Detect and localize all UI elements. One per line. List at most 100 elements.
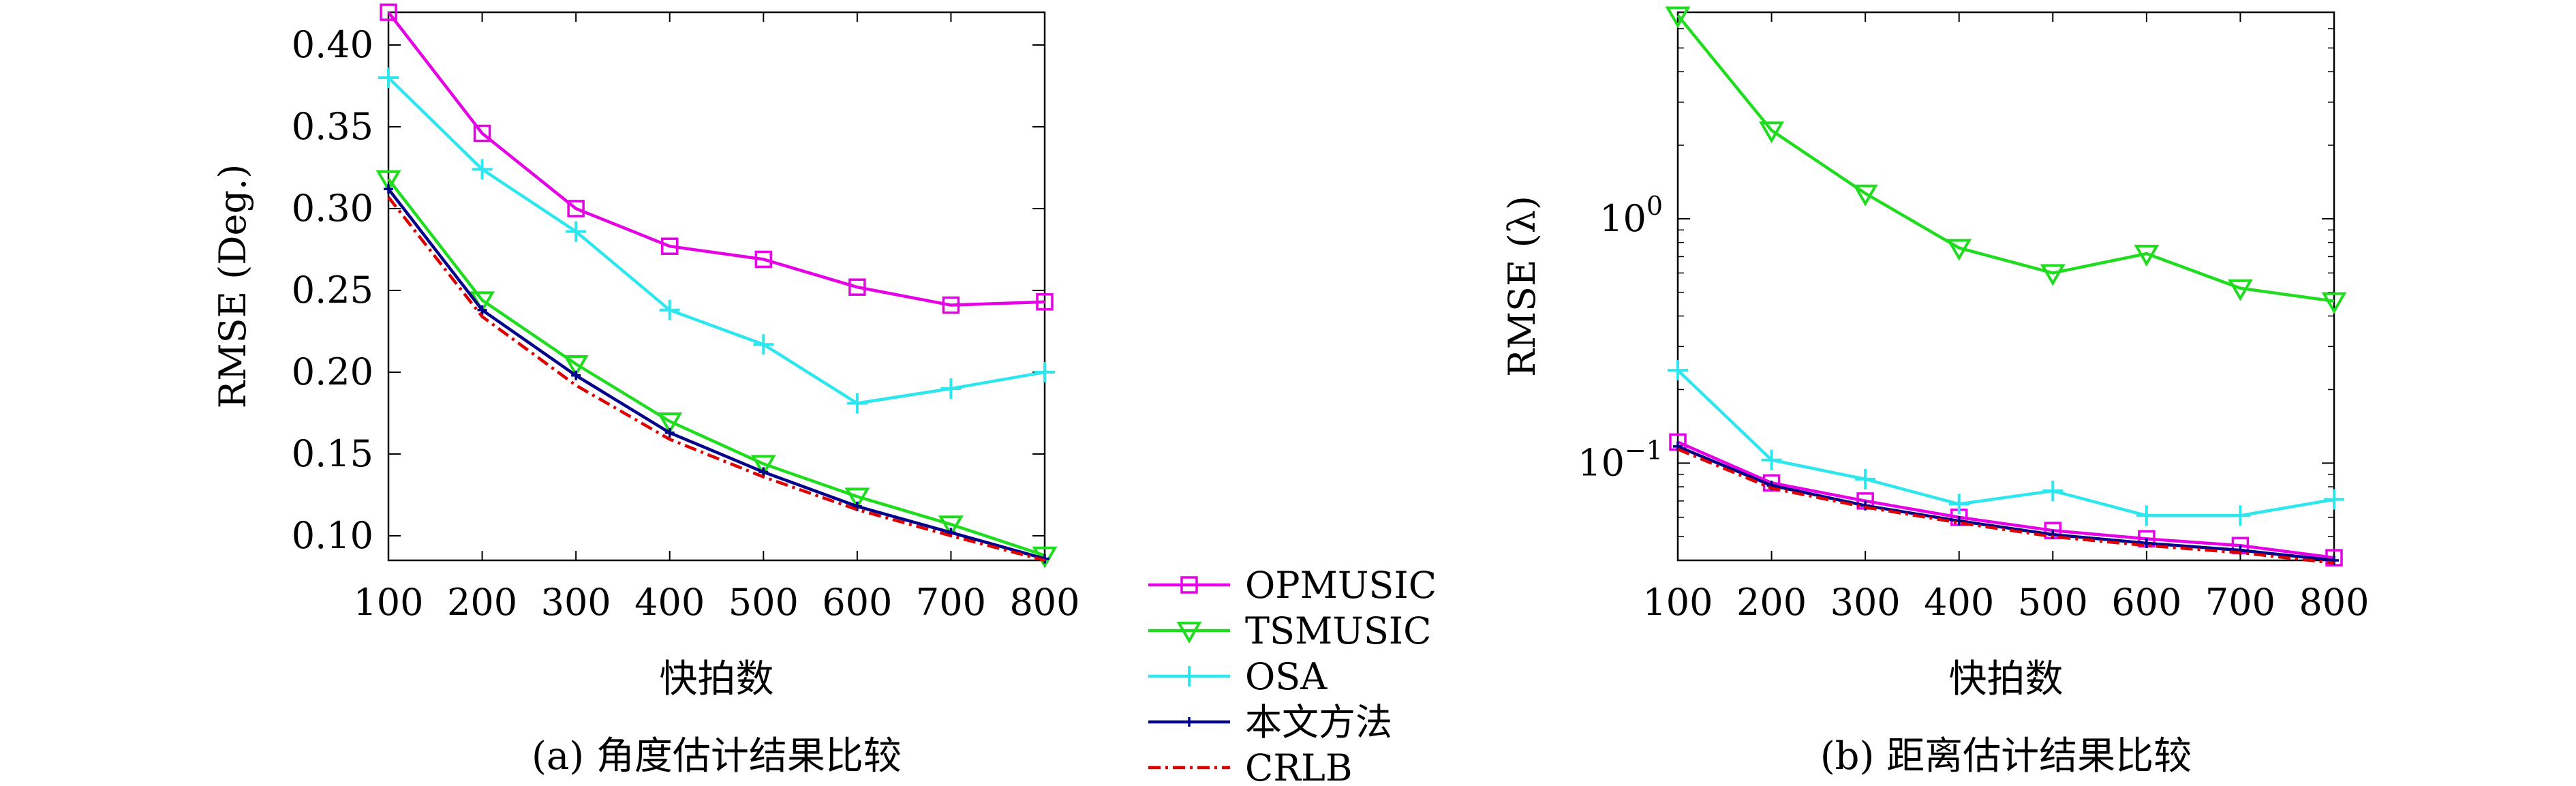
data-point xyxy=(1759,121,1785,144)
x-tick-label: 600 xyxy=(822,581,892,624)
data-point xyxy=(2134,245,2160,267)
data-point xyxy=(477,305,487,315)
x-tick-label: 500 xyxy=(2018,581,2088,624)
data-point xyxy=(472,159,493,180)
plot-frame xyxy=(387,11,1046,562)
series-line xyxy=(1677,447,2335,565)
legend-label: OSA xyxy=(1245,655,1328,698)
data-point xyxy=(754,250,773,269)
data-point xyxy=(753,334,774,355)
legend-entry-TSMUSIC: TSMUSIC xyxy=(1148,609,1431,652)
series-OSA xyxy=(1668,360,2344,526)
data-point xyxy=(940,378,962,399)
data-point xyxy=(1668,360,1688,381)
series-OPMUSIC xyxy=(380,3,1054,314)
x-axis-label: 快拍数 xyxy=(1949,657,2064,701)
series-TSMUSIC xyxy=(375,170,1058,569)
data-point xyxy=(2325,549,2343,566)
series-CRLB xyxy=(387,196,1045,562)
legend-entry-CRLB: CRLB xyxy=(1148,746,1353,786)
data-point xyxy=(1665,6,1691,29)
data-point xyxy=(844,487,870,510)
series-CRLB xyxy=(1677,447,2335,565)
legend-marker xyxy=(1184,717,1194,727)
x-tick-label: 400 xyxy=(634,581,705,624)
data-point xyxy=(1034,362,1055,382)
data-point xyxy=(380,3,397,21)
data-point xyxy=(1946,239,1972,261)
series-line xyxy=(387,196,1045,562)
data-point xyxy=(942,296,960,314)
series-line xyxy=(1677,440,2335,560)
series-TSMUSIC xyxy=(1665,6,2347,314)
x-axis-label: 快拍数 xyxy=(660,657,774,701)
series-line xyxy=(387,11,1045,307)
x-tick-label: 200 xyxy=(1736,581,1807,624)
chart-caption: (a) 角度估计结果比较 xyxy=(532,734,902,779)
y-tick-label: 0.35 xyxy=(292,105,373,148)
data-point xyxy=(664,427,675,438)
data-point xyxy=(566,221,587,242)
x-tick-label: 300 xyxy=(541,581,611,624)
legend-label: CRLB xyxy=(1245,746,1353,786)
chart-a: 100 200 300 400 500 600 700 800 0.10 0.15 0.20 0.25… xyxy=(211,3,1080,779)
x-tick-label: 800 xyxy=(1009,581,1079,624)
data-point xyxy=(378,67,399,88)
y-tick-label: 0.20 xyxy=(292,350,373,393)
data-point xyxy=(1761,449,1782,470)
data-point xyxy=(657,412,683,435)
y-tick-label: 0.30 xyxy=(292,187,373,230)
data-point xyxy=(750,455,776,477)
legend-label: OPMUSIC xyxy=(1245,564,1437,607)
legend-marker xyxy=(1179,666,1199,686)
plot-frame xyxy=(1676,11,2335,562)
series-line xyxy=(387,76,1045,405)
data-point xyxy=(2042,481,2064,502)
series-line xyxy=(387,178,1045,557)
series-OSA xyxy=(378,67,1055,414)
data-point xyxy=(660,237,679,255)
x-tick-label: 200 xyxy=(447,581,517,624)
legend-entry-本文方法: 本文方法 xyxy=(1148,701,1392,744)
data-point xyxy=(2324,489,2344,510)
series-本文方法 xyxy=(384,184,1049,564)
data-point xyxy=(2329,556,2339,565)
x-tick-label: 100 xyxy=(1642,581,1713,624)
x-tick-label: 800 xyxy=(2299,581,2369,624)
y-tick-label: 0.25 xyxy=(292,269,373,312)
legend-entry-OPMUSIC: OPMUSIC xyxy=(1148,564,1437,607)
data-point xyxy=(758,467,769,477)
data-point xyxy=(2141,538,2151,548)
chart-caption: (b) 距离估计结果比较 xyxy=(1820,734,2192,779)
legend-marker xyxy=(1180,576,1198,594)
x-tick-label: 500 xyxy=(729,581,799,624)
data-point xyxy=(659,299,680,320)
data-point xyxy=(2230,505,2251,526)
data-point xyxy=(375,170,401,192)
chart-b: 100 200 300 400 500 600 700 800 10−1 100 快拍数 RMSE (… xyxy=(1501,6,2370,779)
legend-label: TSMUSIC xyxy=(1245,609,1431,652)
data-point xyxy=(2040,264,2066,286)
data-point xyxy=(2136,505,2157,526)
y-axis-label: RMSE (λ) xyxy=(1501,196,1544,377)
y-tick-label: 0.15 xyxy=(292,432,373,475)
data-point xyxy=(848,278,866,296)
series-line xyxy=(1676,14,2335,303)
x-tick-label: 700 xyxy=(2205,581,2275,624)
x-tick-label: 100 xyxy=(353,581,423,624)
data-point xyxy=(938,515,964,538)
data-point xyxy=(2227,279,2253,301)
data-point xyxy=(1855,468,1876,489)
x-tick-label: 400 xyxy=(1924,581,1994,624)
data-point xyxy=(563,355,589,378)
data-point xyxy=(473,124,491,142)
legend-label: 本文方法 xyxy=(1245,701,1392,744)
x-tick-label: 300 xyxy=(1830,581,1901,624)
y-axis-label: RMSE (Deg.) xyxy=(211,164,254,409)
data-point xyxy=(384,184,393,194)
legend-entry-OSA: OSA xyxy=(1148,655,1328,698)
y-tick-label: 0.10 xyxy=(292,514,373,557)
x-tick-label: 600 xyxy=(2111,581,2181,624)
series-line xyxy=(1676,369,2335,517)
